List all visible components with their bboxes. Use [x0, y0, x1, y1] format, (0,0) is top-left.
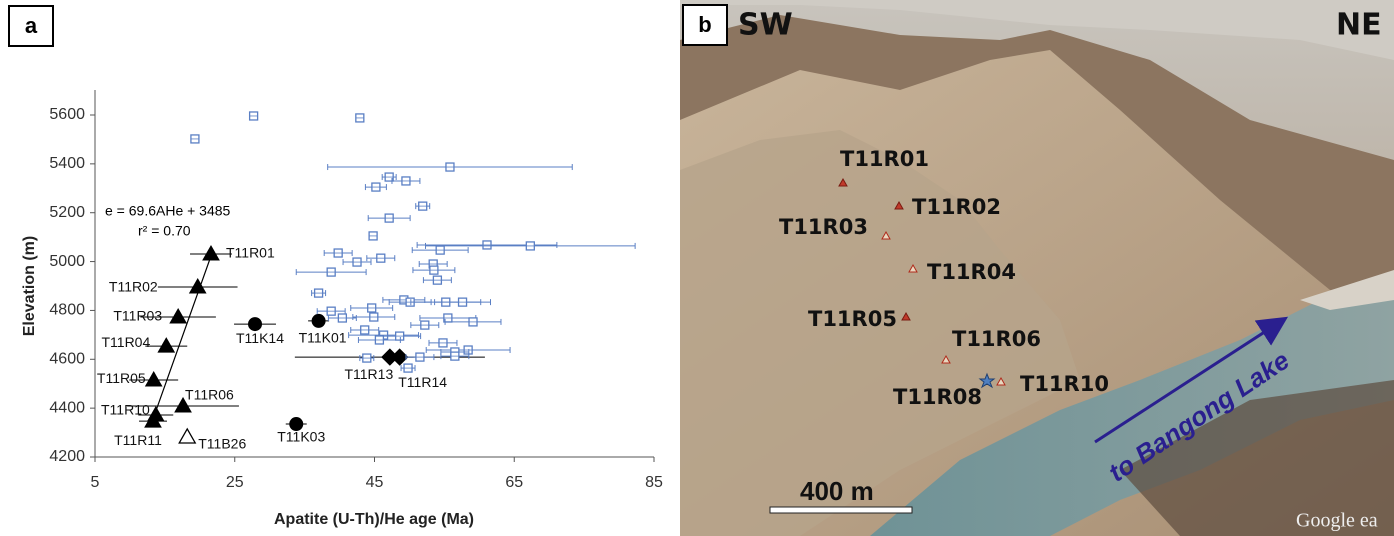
watermark: Google ea [1296, 510, 1378, 532]
slope-lit [680, 130, 1080, 536]
y-tick-label: 5600 [49, 106, 85, 123]
panel-label-box [682, 4, 728, 46]
triangle-marker [178, 427, 197, 444]
dark-slope [1120, 380, 1394, 536]
x-tick-label: 45 [366, 474, 384, 491]
x-axis-label: Apatite (U-Th)/He age (Ma) [274, 511, 474, 528]
point-label: T11K01 [299, 330, 347, 346]
triangle-marker [157, 337, 176, 353]
point-label: T11R04 [101, 334, 150, 350]
x-tick-label: 25 [226, 474, 244, 491]
point-label: T11R01 [226, 245, 275, 261]
triangle-marker [188, 277, 207, 294]
point-label: T11R05 [97, 370, 146, 386]
y-tick-label: 4200 [49, 448, 85, 465]
x-tick-label: 65 [505, 474, 523, 491]
point-label: T11R11 [114, 432, 162, 448]
y-tick-label: 4800 [49, 302, 85, 319]
sample-marker [838, 177, 848, 187]
direction-label: SW [738, 8, 793, 43]
scale-bar [769, 506, 913, 514]
sample-label: T11R02 [912, 195, 1001, 219]
sample-label: T11R01 [840, 147, 929, 171]
sample-marker [894, 200, 904, 210]
sample-marker [881, 230, 891, 240]
circle-marker [311, 313, 326, 328]
direction-label: NE [1336, 8, 1382, 43]
point-label: T11R14 [398, 374, 447, 390]
sample-label: T11R06 [952, 327, 1041, 351]
sample-marker [941, 354, 951, 364]
r-squared: r² = 0.70 [138, 223, 191, 239]
arrow [1094, 316, 1289, 444]
point-label: T11R13 [344, 366, 393, 382]
equation: e = 69.6AHe + 3485 [105, 203, 231, 219]
sample-label: T11R08 [893, 385, 982, 409]
sample-label: T11R03 [779, 215, 868, 239]
sample-label: T11R05 [808, 307, 897, 331]
panel-label: a [25, 13, 38, 38]
triangle-marker [169, 308, 188, 324]
point-label: T11K14 [236, 330, 284, 346]
point-label: T11R03 [113, 308, 162, 324]
triangle-marker [202, 244, 220, 261]
point-label: T11R06 [185, 387, 234, 403]
circle-marker [248, 317, 263, 332]
triangle-marker [174, 396, 192, 413]
triangle-marker [144, 412, 162, 428]
sky [680, 0, 1394, 60]
lake [1300, 270, 1394, 310]
river [870, 290, 1394, 536]
sample-marker [996, 376, 1006, 386]
x-tick-label: 5 [91, 474, 100, 491]
panel-label: b [698, 12, 711, 37]
y-tick-label: 4400 [49, 399, 85, 416]
y-tick-label: 5000 [49, 253, 85, 270]
plot: 5 25 45 65 85 4200 4400 4600 4800 5000 5200 5400 560… [49, 90, 663, 491]
x-tick-label: 85 [645, 474, 663, 491]
trend-line [149, 253, 213, 428]
y-axis-label: Elevation (m) [21, 236, 38, 336]
y-tick-label: 5200 [49, 204, 85, 221]
point-label: T11R10 [101, 402, 150, 418]
diamond-marker [390, 348, 409, 366]
photo: T11R01 T11R02 T11R03 T11R04 T11R05 T11R0… [680, 0, 1394, 536]
point-label: T11B26 [198, 436, 246, 452]
sample-star [978, 372, 996, 389]
sample-marker [908, 263, 918, 273]
point-label: T11R02 [109, 279, 158, 295]
sample-marker [901, 311, 911, 321]
panel-label-box [8, 5, 54, 47]
sample-label: T11R04 [927, 260, 1016, 284]
triangle-marker [144, 371, 163, 387]
y-tick-label: 4600 [49, 351, 85, 368]
y-tick-label: 5400 [49, 155, 85, 172]
point-label: T11K03 [277, 429, 325, 445]
circle-marker [289, 417, 304, 432]
sample-label: T11R10 [1020, 372, 1109, 396]
scale-label: 400 m [800, 476, 874, 506]
